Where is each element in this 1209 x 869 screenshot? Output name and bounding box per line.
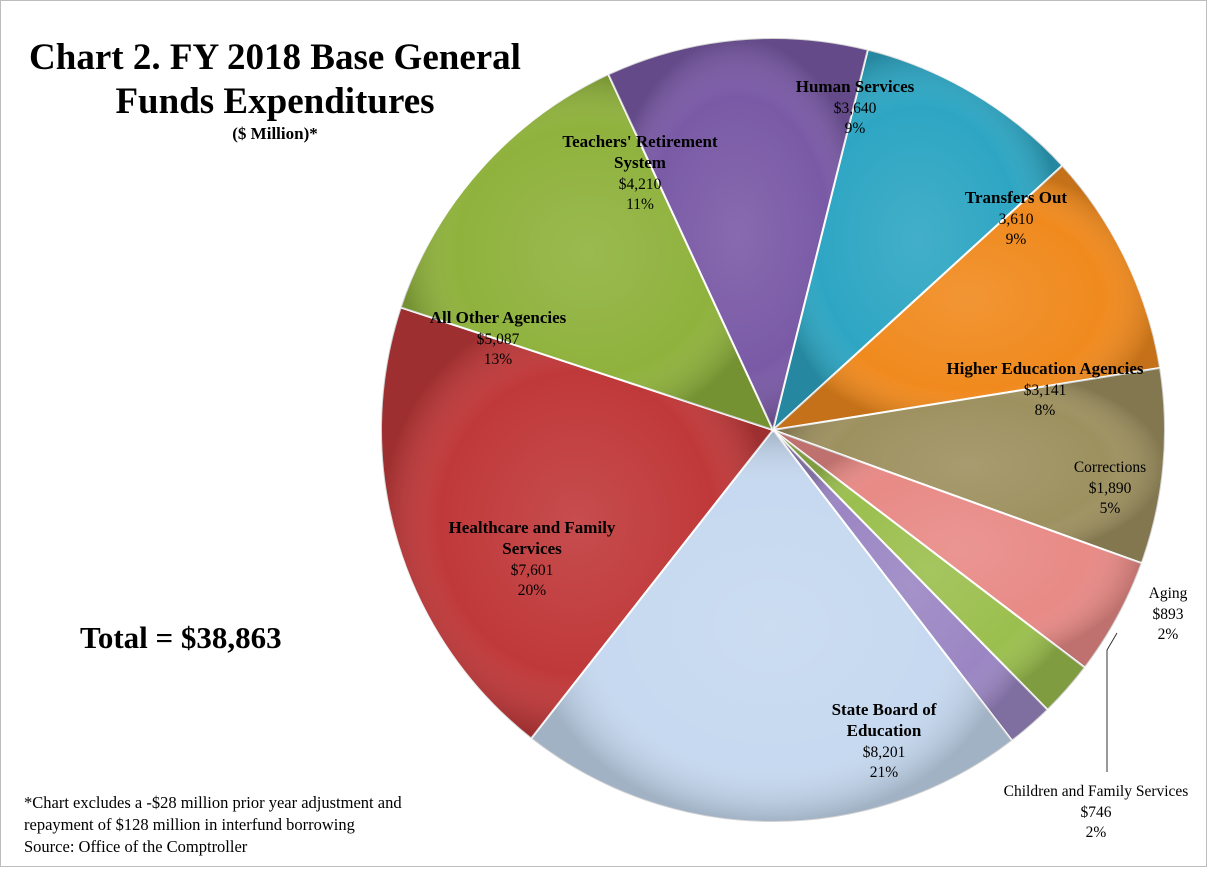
slice-value: $746	[1081, 804, 1112, 821]
footnotes: *Chart excludes a -$28 million prior yea…	[24, 792, 402, 858]
slice-value: $3,640	[834, 100, 877, 117]
slice-percent: 13%	[484, 351, 513, 368]
slice-label: Children and Family Services $746 2%	[1004, 783, 1189, 841]
pie-slice-shading	[773, 49, 1063, 430]
pie-slice-shading	[773, 165, 1161, 430]
slice-label: All Other Agencies $5,087 13%	[430, 308, 567, 368]
slice-percent: 2%	[1086, 824, 1107, 841]
pie-slice-shading	[400, 74, 773, 431]
slice-label: Aging $893 2%	[1149, 585, 1188, 643]
slice-name: Services	[502, 539, 562, 558]
slice-percent: 2%	[1158, 626, 1179, 643]
slice-value: 3,610	[999, 211, 1034, 228]
slice-name: Aging	[1149, 585, 1188, 602]
slice-name: System	[614, 153, 666, 172]
slice-name: Higher Education Agencies	[946, 359, 1143, 378]
slice-value: $5,087	[477, 331, 520, 348]
slice-name: Human Services	[796, 77, 915, 96]
slice-label: Corrections $1,890 5%	[1074, 459, 1146, 517]
footnote-line: *Chart excludes a -$28 million prior yea…	[24, 793, 402, 812]
slice-percent: 11%	[626, 196, 654, 213]
slice-percent: 9%	[1006, 231, 1027, 248]
slice-label: State Board of Education $8,201 21%	[832, 700, 937, 781]
slice-value: $893	[1153, 606, 1184, 623]
pie-slice-shading	[380, 307, 773, 739]
slice-percent: 21%	[870, 764, 899, 781]
pie-slice-shading	[773, 430, 1048, 741]
total-label: Total = $38,863	[80, 620, 282, 655]
pie-slice-shading	[773, 430, 1142, 668]
pie-slice-shading	[773, 430, 1085, 710]
slice-name: Children and Family Services	[1004, 783, 1189, 800]
slice-name: All Other Agencies	[430, 308, 567, 327]
slice-name: Education	[847, 721, 922, 740]
pie-slice-shading	[608, 37, 868, 431]
slice-value: $3,141	[1024, 382, 1067, 399]
footnote-line: repayment of $128 million in interfund b…	[24, 815, 355, 834]
slice-value: $8,201	[863, 744, 906, 761]
slice-value: $4,210	[619, 176, 662, 193]
slice-value: $1,890	[1089, 480, 1132, 497]
slice-name: Corrections	[1074, 459, 1146, 476]
slice-label: Teachers' Retirement System $4,210 11%	[562, 132, 718, 213]
slice-name: Healthcare and Family	[449, 518, 616, 537]
slice-percent: 5%	[1100, 500, 1121, 517]
slice-name: Teachers' Retirement	[562, 132, 718, 151]
slice-label: Higher Education Agencies $3,141 8%	[946, 359, 1143, 419]
slice-percent: 8%	[1035, 402, 1056, 419]
leader-line	[1106, 632, 1118, 772]
pie-slice-shading	[531, 430, 1013, 823]
slice-name: State Board of	[832, 700, 937, 719]
slice-label: Healthcare and Family Services $7,601 20%	[449, 518, 616, 599]
chart-title: Chart 2. FY 2018 Base General Funds Expe…	[29, 37, 521, 122]
slice-name: Transfers Out	[965, 188, 1067, 207]
slice-percent: 20%	[518, 582, 547, 599]
chart-subtitle: ($ Million)*	[232, 124, 318, 143]
slice-percent: 9%	[845, 120, 866, 137]
slice-value: $7,601	[511, 562, 554, 579]
slice-label: Human Services $3,640 9%	[796, 77, 915, 137]
pie-slice-shading	[773, 367, 1166, 564]
slice-label: Transfers Out 3,610 9%	[965, 188, 1067, 248]
source-note: Source: Office of the Comptroller	[24, 837, 248, 856]
